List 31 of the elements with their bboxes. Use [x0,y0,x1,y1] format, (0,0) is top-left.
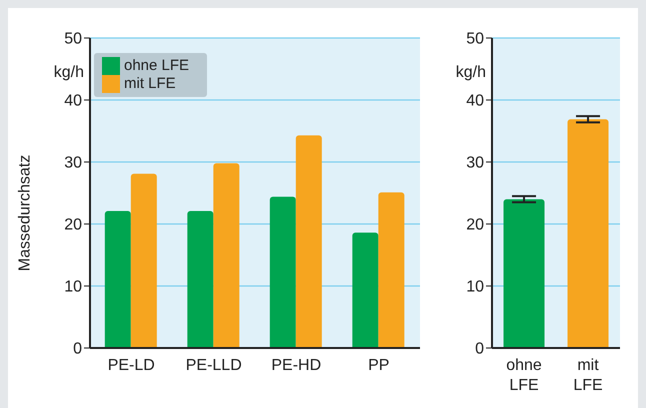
x-tick-label: PP [368,357,390,374]
y-axis-title: Massedurchsatz [16,154,34,272]
y-tick-label: 0 [73,340,82,358]
x-tick-label: PE-HD [271,357,322,374]
x-tick-label: PE-LD [108,357,155,374]
y-tick-label: 0 [475,340,484,358]
y-tick-label: 50 [466,30,484,48]
legend-label: ohne LFE [124,57,190,74]
y-tick-label: 40 [466,92,484,110]
text: kg/h [54,64,84,82]
y-tick-label: 30 [466,154,484,172]
bar [187,210,214,348]
y-tick-label: 40 [64,92,82,110]
x-tick-label: PE-LLD [186,357,242,374]
bar [352,232,378,348]
bar [296,135,322,348]
legend-label: mit LFE [124,75,176,92]
bar [213,163,240,348]
text: kg/h [456,64,486,82]
y-tick-label: 20 [466,216,484,234]
bar [270,196,296,348]
y-tick-label: 50 [64,30,82,48]
y-tick-label: 30 [64,154,82,172]
x-tick-label: ohne LFE [506,357,542,394]
y-tick-label: 20 [64,216,82,234]
y-tick-label: 10 [466,278,484,296]
y-tick-label: 10 [64,278,82,296]
bar [130,174,157,348]
x-tick-label: mit LFE [573,357,603,394]
bar [378,192,404,348]
bar [104,210,131,348]
